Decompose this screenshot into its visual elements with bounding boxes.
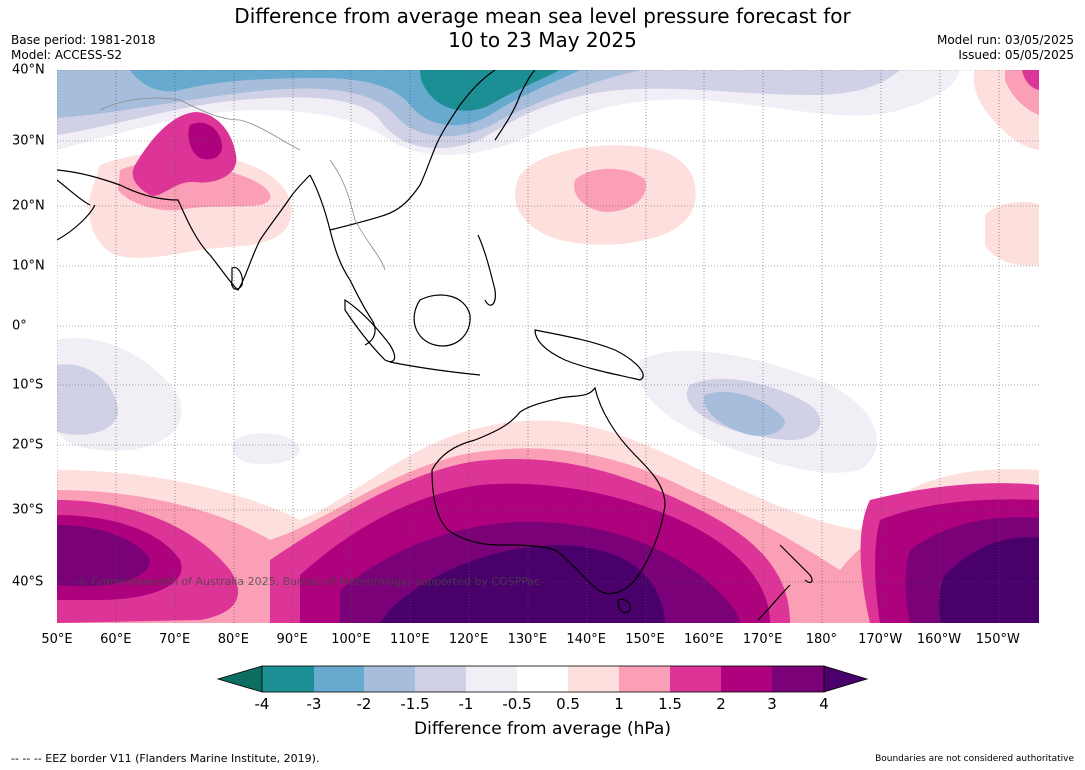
model-name: Model: ACCESS-S2 [11, 48, 123, 62]
arabia-coast [57, 179, 96, 241]
latitude-label: 20°N [12, 198, 45, 214]
colorbar-swatch [670, 666, 721, 692]
colorbar-swatch [619, 666, 670, 692]
colorbar-swatch [415, 666, 466, 692]
coastlines [57, 70, 813, 621]
colorbar-swatch [772, 666, 824, 692]
southern-positive-anomaly [57, 420, 1039, 623]
australia-coast [431, 386, 666, 595]
longitude-label: 170°E [742, 632, 783, 647]
political-borders [99, 97, 386, 271]
java [389, 361, 481, 376]
longitude-label: 50°E [41, 632, 73, 647]
colorbar-tick: 1 [614, 695, 624, 713]
meta-right: Model run: 03/05/2025 Issued: 05/05/2025 [937, 33, 1074, 63]
longitude-label: 70°E [158, 632, 191, 647]
india-positive-anomaly [88, 112, 292, 258]
latitude-label: 30°S [12, 502, 44, 518]
north-negative-anomaly [57, 70, 960, 155]
india-coast [57, 169, 311, 291]
map-field [57, 70, 1039, 623]
japan [494, 70, 536, 141]
se-asia-coast [309, 70, 496, 346]
colorbar-swatch [262, 666, 314, 692]
latitude-label: 10°N [12, 258, 45, 274]
longitude-label: 180° [805, 632, 838, 647]
latitude-label: 10°S [12, 377, 44, 393]
colorbar-label: Difference from average (hPa) [414, 719, 671, 739]
colorbar [216, 665, 869, 693]
map-gridlines [57, 70, 1039, 623]
latitude-label: 40°N [12, 62, 45, 78]
sumatra [344, 298, 396, 363]
colorbar-tick: -1.5 [400, 695, 430, 713]
boundary-note: Boundaries are not considered authoritat… [875, 754, 1074, 764]
title-line-1: Difference from average mean sea level p… [234, 4, 851, 28]
longitude-label: 100°E [331, 632, 371, 647]
model-run: Model run: 03/05/2025 [936, 33, 1074, 47]
base-period: Base period: 1981-2018 [11, 33, 156, 47]
longitude-label: 60°E [100, 632, 132, 647]
borneo [413, 294, 471, 347]
longitude-label: 90°E [276, 632, 308, 647]
issued-date: Issued: 05/05/2025 [958, 48, 1074, 62]
longitude-label: 110°E [390, 632, 430, 647]
colorbar-under-arrow [216, 665, 263, 693]
meta-left: Base period: 1981-2018 Model: ACCESS-S2 [11, 33, 156, 63]
title-line-2: 10 to 23 May 2025 [448, 28, 637, 52]
colorbar-over-arrow [823, 665, 869, 693]
longitude-label: 150°E [625, 632, 665, 647]
colorbar-tick: 2 [716, 695, 726, 713]
colorbar-tick: -1 [458, 695, 474, 713]
colorbar-swatch [314, 666, 364, 692]
latitude-label: 0° [12, 318, 27, 334]
colorbar-tick: -4 [254, 695, 270, 713]
colorbar-tick: 3 [767, 695, 777, 713]
latitude-label: 20°S [12, 437, 44, 453]
colorbar-tick: 0.5 [556, 695, 580, 713]
colorbar-tick: -2 [356, 695, 372, 713]
latitude-label: 30°N [12, 133, 45, 149]
colorbar-swatch [517, 666, 568, 692]
colorbar-swatch [364, 666, 415, 692]
sri-lanka [231, 266, 243, 290]
south-negative-anomaly [57, 338, 877, 473]
colorbar-tick: 1.5 [658, 695, 682, 713]
longitude-label: 160°E [684, 632, 724, 647]
east-pacific-positive [985, 202, 1039, 266]
colorbar-swatch [568, 666, 619, 692]
colorbar-tick: -3 [306, 695, 322, 713]
longitude-label: 120°E [448, 632, 489, 647]
new-zealand [757, 544, 813, 621]
colorbar-tick: 4 [819, 695, 829, 713]
page-title: Difference from average mean sea level p… [0, 4, 1085, 52]
colorbar-swatch [466, 666, 517, 692]
longitude-label: 140°E [566, 632, 606, 647]
longitude-label: 150°W [975, 632, 1020, 647]
philippines [477, 234, 496, 306]
colorbar-swatch [721, 666, 772, 692]
tasmania [617, 598, 631, 614]
longitude-label: 80°E [217, 632, 250, 647]
copyright-notice: © Commonwealth of Australia 2025, Bureau… [77, 575, 541, 588]
latitude-label: 40°S [12, 574, 44, 590]
longitude-label: 170°W [858, 632, 903, 647]
colorbar-tick: -0.5 [502, 695, 532, 713]
north-pacific-positive [514, 145, 696, 245]
longitude-label: 160°W [916, 632, 962, 647]
new-guinea [534, 329, 644, 381]
ne-positive-core [1022, 70, 1039, 90]
eez-legend: -- -- -- EEZ border V11 (Flanders Marine… [11, 752, 320, 765]
longitude-label: 130°E [507, 632, 548, 647]
